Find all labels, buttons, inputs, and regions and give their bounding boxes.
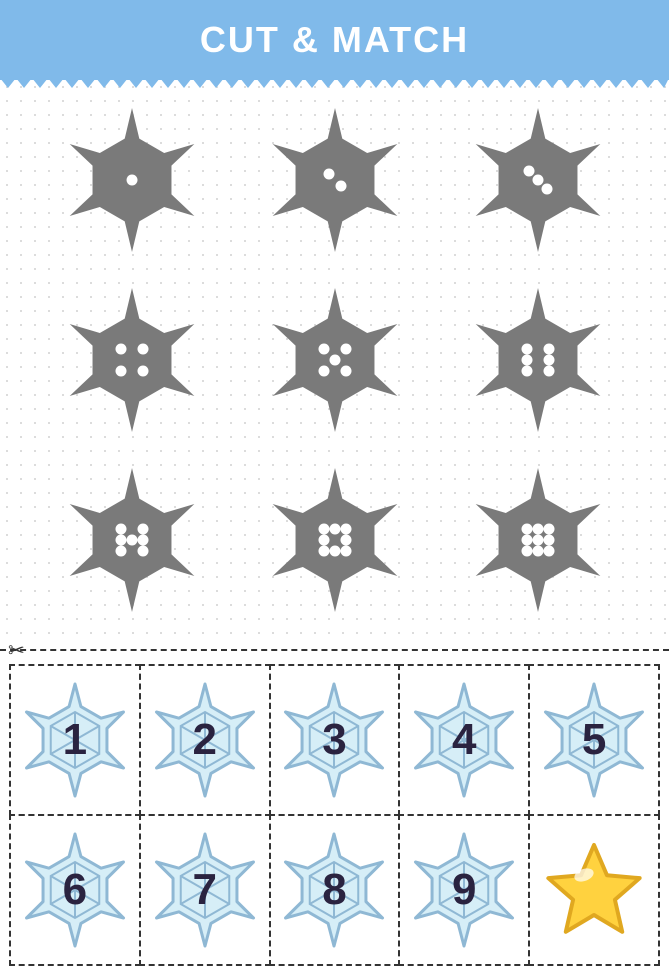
card-number: 2 (192, 715, 216, 765)
cut-line: ✂ (0, 640, 669, 660)
scissors-icon: ✂ (8, 638, 25, 663)
card-number: 7 (192, 865, 216, 915)
number-card[interactable]: 9 (398, 814, 530, 966)
number-card[interactable]: 1 (9, 664, 141, 816)
counting-snowflake (463, 465, 613, 615)
card-number: 9 (452, 865, 476, 915)
counting-snowflake (57, 105, 207, 255)
card-number: 6 (63, 865, 87, 915)
counting-grid (0, 80, 669, 640)
dashed-line (0, 649, 669, 651)
counting-snowflake (260, 285, 410, 435)
page-title: CUT & MATCH (200, 19, 469, 61)
counting-snowflake (57, 465, 207, 615)
counting-snowflake (463, 285, 613, 435)
counting-snowflake (463, 105, 613, 255)
header-banner: CUT & MATCH (0, 0, 669, 80)
counting-snowflake (260, 105, 410, 255)
number-card[interactable]: 3 (269, 664, 401, 816)
card-number: 1 (63, 715, 87, 765)
card-number: 5 (582, 715, 606, 765)
card-number: 3 (322, 715, 346, 765)
number-cards-grid: 1 2 3 4 5 6 7 8 9 (0, 660, 669, 970)
number-card[interactable]: 6 (9, 814, 141, 966)
counting-snowflake (260, 465, 410, 615)
card-number: 4 (452, 715, 476, 765)
star-icon (539, 835, 649, 945)
card-number: 8 (322, 865, 346, 915)
number-card[interactable]: 5 (528, 664, 660, 816)
zigzag-border (0, 78, 669, 90)
reward-star-cell[interactable] (528, 814, 660, 966)
number-card[interactable]: 2 (139, 664, 271, 816)
number-card[interactable]: 4 (398, 664, 530, 816)
number-card[interactable]: 7 (139, 814, 271, 966)
counting-snowflake (57, 285, 207, 435)
number-card[interactable]: 8 (269, 814, 401, 966)
